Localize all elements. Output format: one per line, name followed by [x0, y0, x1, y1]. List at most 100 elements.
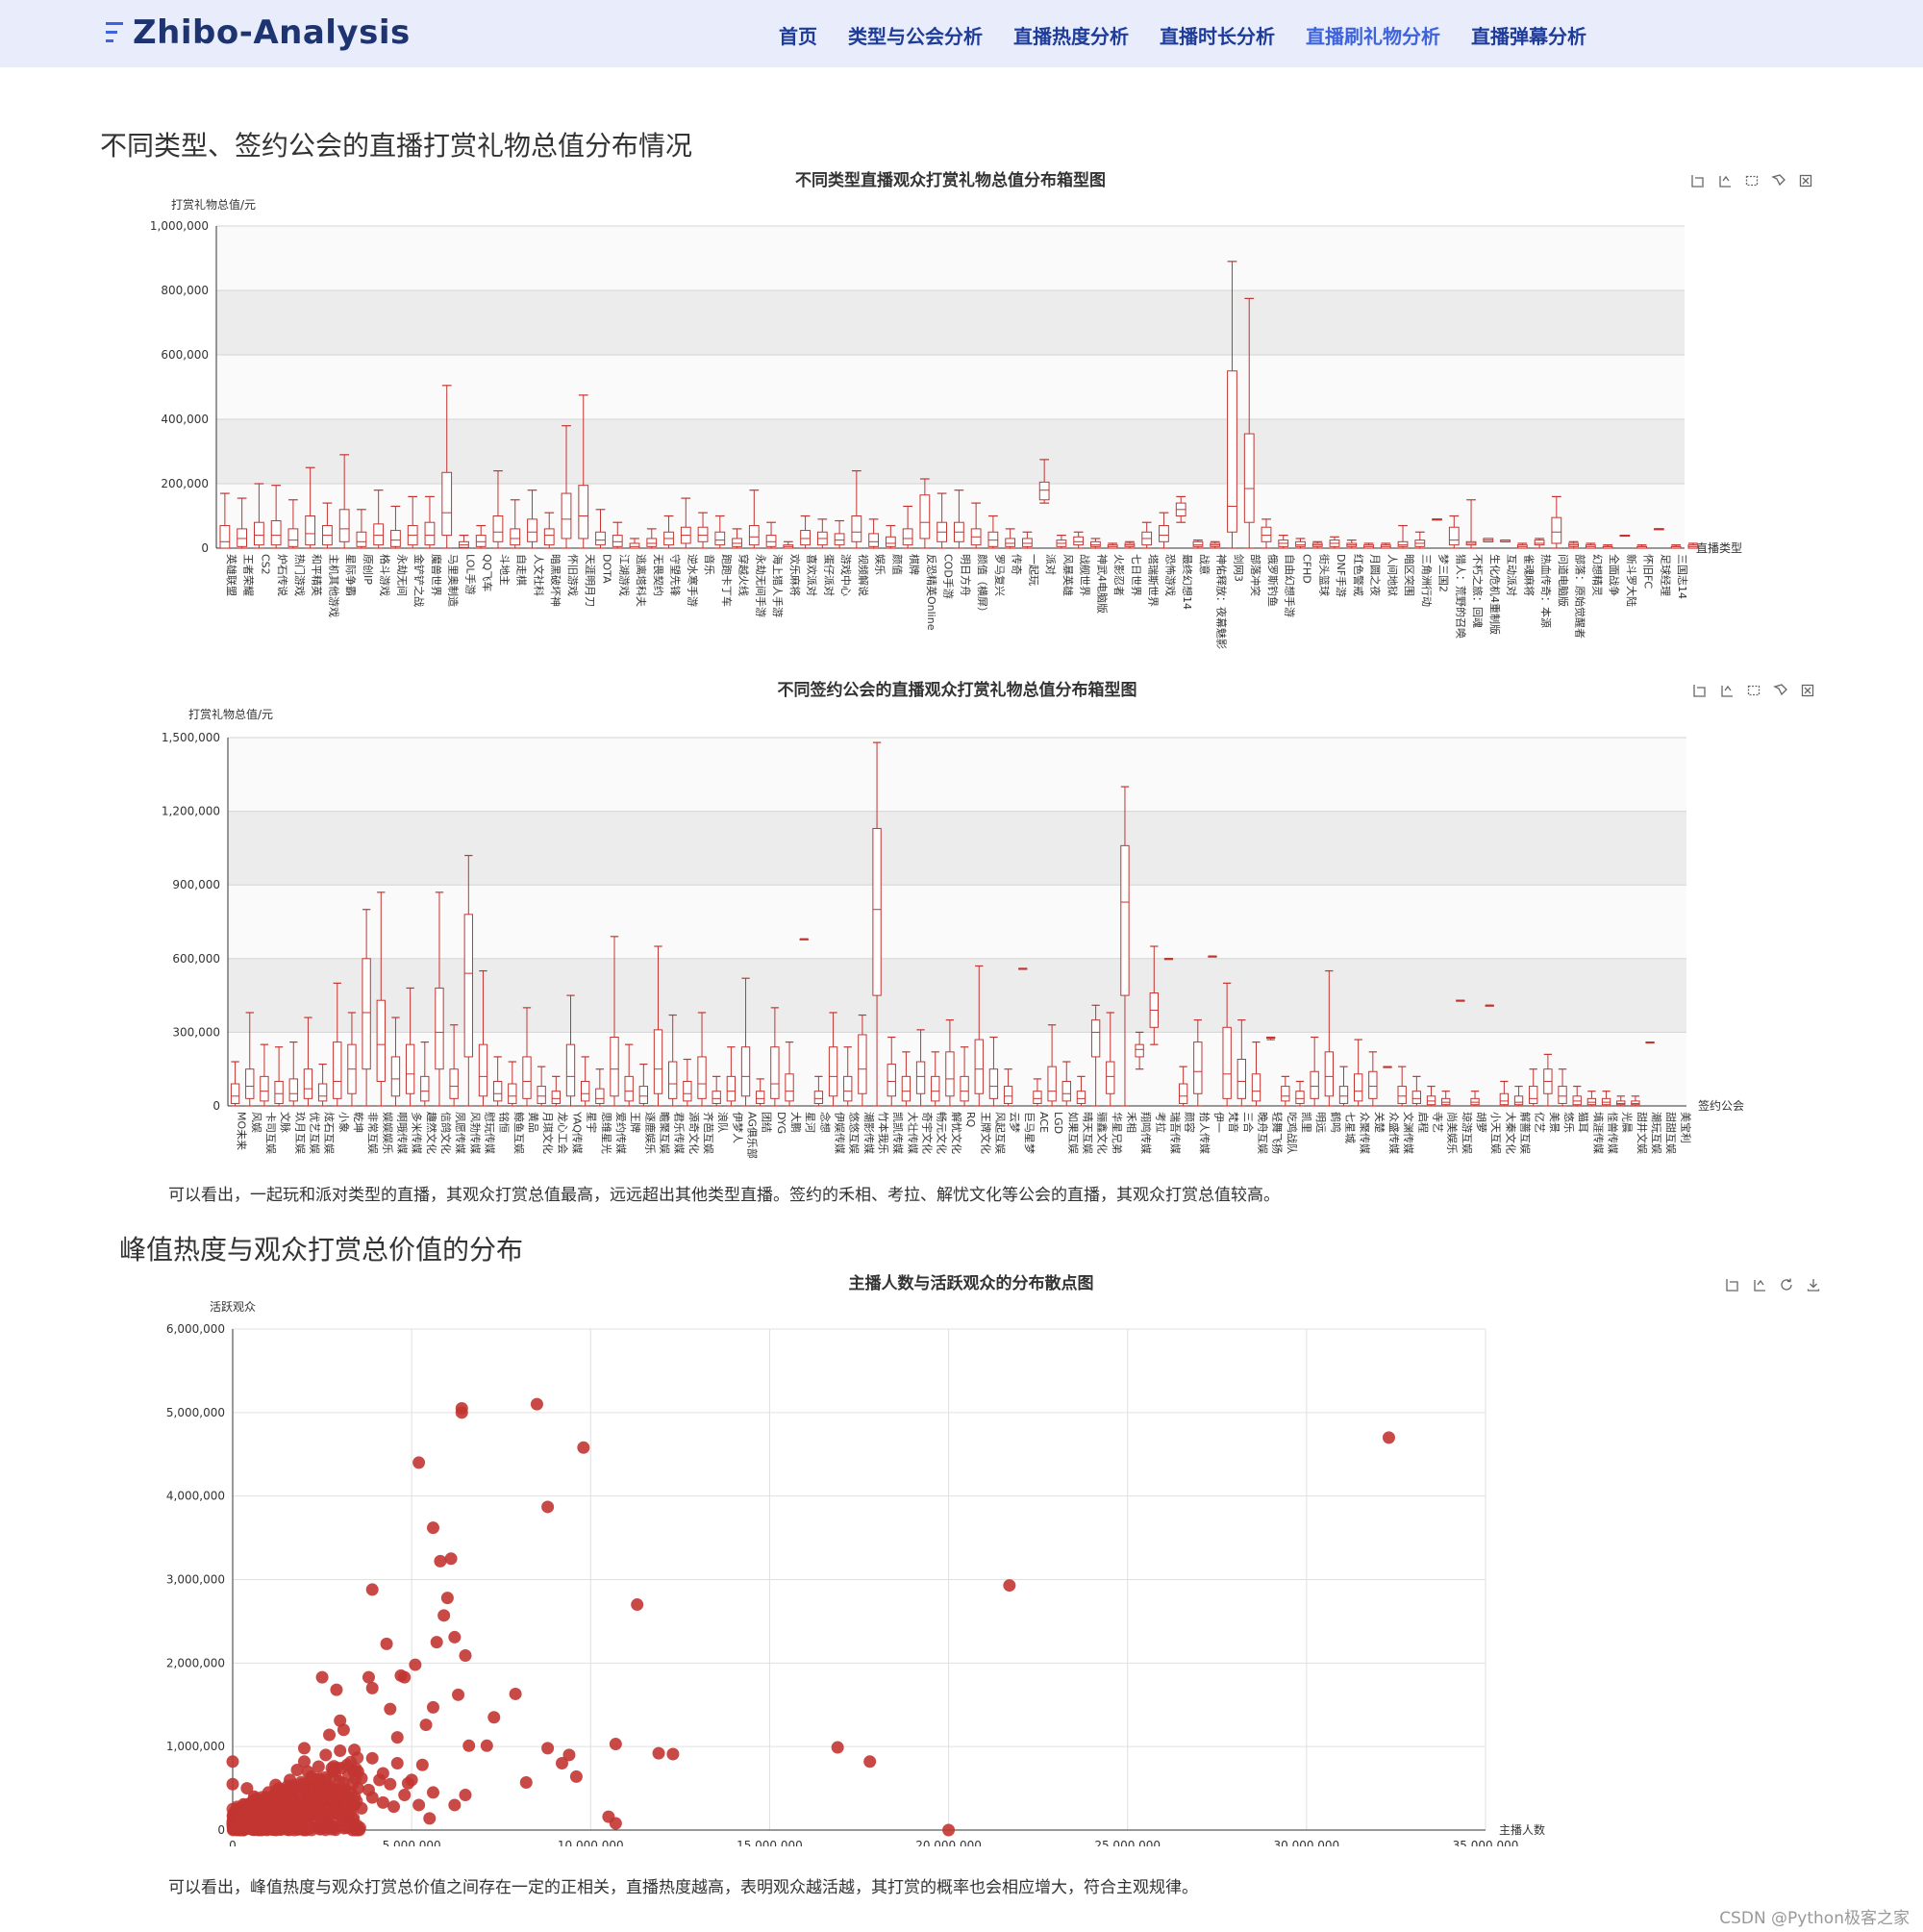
x-tick-label: 三角洲行动 [1420, 554, 1433, 607]
rect-select-icon[interactable] [1746, 683, 1761, 698]
x-tick-label: 天涯明月刀 [584, 554, 597, 607]
section1-note: 可以看出，一起玩和派对类型的直播，其观众打赏总值最高，远远超出其他类型直播。签约… [168, 1186, 1280, 1205]
box [333, 1041, 342, 1099]
scatter-point [226, 1755, 239, 1769]
x-tick-label: 视频解说 [857, 554, 870, 596]
lasso-select-icon[interactable] [1773, 683, 1788, 698]
nav-heat[interactable]: 直播热度分析 [1013, 25, 1129, 48]
x-tick-label: 游戏中心 [839, 554, 852, 596]
scatter-point [384, 1702, 397, 1716]
y-tick-label: 600,000 [161, 348, 209, 362]
box [638, 1086, 649, 1104]
x-tick-label: 晴天互娱 [1081, 1112, 1094, 1154]
x-tick-label: RQ [964, 1112, 977, 1128]
zoom-reset-icon[interactable] [1719, 683, 1735, 698]
box [1090, 540, 1101, 547]
box [527, 518, 537, 542]
box [424, 521, 436, 546]
x-tick-label: 互动派对 [1506, 554, 1519, 596]
box [1354, 1073, 1363, 1102]
x-tick-label: 众聚传媒 [1359, 1112, 1371, 1154]
box [1243, 433, 1255, 523]
box [1448, 526, 1460, 546]
rect-select-icon[interactable] [1744, 173, 1760, 188]
zoom-reset-icon[interactable] [1717, 173, 1733, 188]
scatter-point [262, 1786, 275, 1799]
box [595, 1088, 605, 1104]
x-tick-label: 怀旧游戏 [566, 554, 579, 596]
lasso-select-icon[interactable] [1771, 173, 1786, 188]
x-tick-label: COD手游 [942, 554, 956, 599]
download-icon[interactable] [1806, 1277, 1821, 1292]
x-tick-label: 剑网3 [1232, 554, 1245, 582]
x-tick-label: 团结 [761, 1112, 773, 1133]
zoom-icon[interactable] [1690, 173, 1706, 188]
x-tick-label: 胡萝 [1475, 1112, 1488, 1133]
x-tick-label: 反恐精英Online [925, 554, 938, 631]
x-tick-label: 瞻聚互娱 [659, 1112, 672, 1154]
grid-band [216, 484, 1685, 548]
box [1397, 540, 1409, 547]
box [561, 492, 572, 539]
x-tick-label: 七星城 [1344, 1112, 1357, 1143]
box [219, 525, 231, 549]
box [1236, 1058, 1246, 1099]
x-tick-label: 神佑释放：夜幕魅影 [1215, 554, 1229, 649]
chart1-toolbox [1679, 173, 1813, 188]
box [1106, 1061, 1115, 1094]
box [435, 987, 444, 1070]
x-tick-label: 怪兽传媒 [1607, 1112, 1620, 1154]
nav-danmu[interactable]: 直播弹幕分析 [1471, 25, 1586, 48]
nav-duration[interactable]: 直播时长分析 [1160, 25, 1275, 48]
x-tick-label: 吃鸡战队 [1286, 1112, 1299, 1154]
grid-band [228, 885, 1686, 959]
x-tick-label: 翔鸣传媒 [1139, 1112, 1153, 1154]
x-tick-label: 解忧文化 [950, 1112, 963, 1154]
x-tick-label: 王牌文化 [979, 1112, 992, 1154]
x-tick-label: 15,000,000 [737, 1839, 803, 1846]
scatter-point [290, 1808, 304, 1821]
x-tick-label: 念想 [818, 1112, 832, 1133]
box [303, 1068, 313, 1099]
scatter-point [541, 1742, 555, 1755]
x-tick-label: 炉石传说 [276, 554, 289, 596]
zoom-reset-icon[interactable] [1752, 1277, 1767, 1292]
box [987, 531, 999, 547]
scatter-point [509, 1687, 522, 1700]
scatter-point [365, 1791, 379, 1804]
scatter-point [348, 1744, 362, 1757]
scatter-point [365, 1681, 379, 1694]
x-tick-label: 20,000,000 [915, 1839, 982, 1846]
scatter-point [390, 1757, 404, 1770]
scatter-point [290, 1763, 304, 1776]
scatter-point [337, 1776, 350, 1790]
refresh-icon[interactable] [1779, 1277, 1794, 1292]
clear-select-icon[interactable] [1800, 683, 1815, 698]
brand[interactable]: Zhibo-Analysis [104, 13, 411, 52]
x-tick-label: 主机其他游戏 [327, 554, 340, 617]
y-axis-label: 打赏礼物总值/元 [171, 197, 256, 212]
x-tick-label: ACE [1037, 1112, 1050, 1133]
x-tick-label: 原创IP [362, 554, 374, 585]
x-tick-label: 鲸鱼互娱 [512, 1112, 526, 1154]
scatter-point [448, 1630, 462, 1643]
box [1411, 1091, 1422, 1104]
box [851, 515, 862, 542]
scatter-point [319, 1803, 333, 1817]
clear-select-icon[interactable] [1798, 173, 1813, 188]
box [945, 1051, 955, 1097]
nav-type-guild[interactable]: 类型与公会分析 [848, 25, 983, 48]
zoom-icon[interactable] [1692, 683, 1708, 698]
box [543, 528, 555, 546]
scatter-point [380, 1637, 393, 1650]
x-tick-label: 巨马星梦 [1023, 1112, 1036, 1154]
x-tick-label: 猫耳 [1577, 1112, 1589, 1133]
box [1441, 1097, 1451, 1106]
box [668, 1061, 678, 1099]
x-tick-label: 风起互娱 [993, 1112, 1007, 1154]
x-tick-label: 乾坤 [352, 1112, 365, 1133]
nav-gift[interactable]: 直播刷礼物分析 [1306, 25, 1440, 48]
zoom-icon[interactable] [1725, 1277, 1740, 1292]
scatter-point [351, 1782, 364, 1795]
nav-home[interactable]: 首页 [779, 25, 817, 48]
